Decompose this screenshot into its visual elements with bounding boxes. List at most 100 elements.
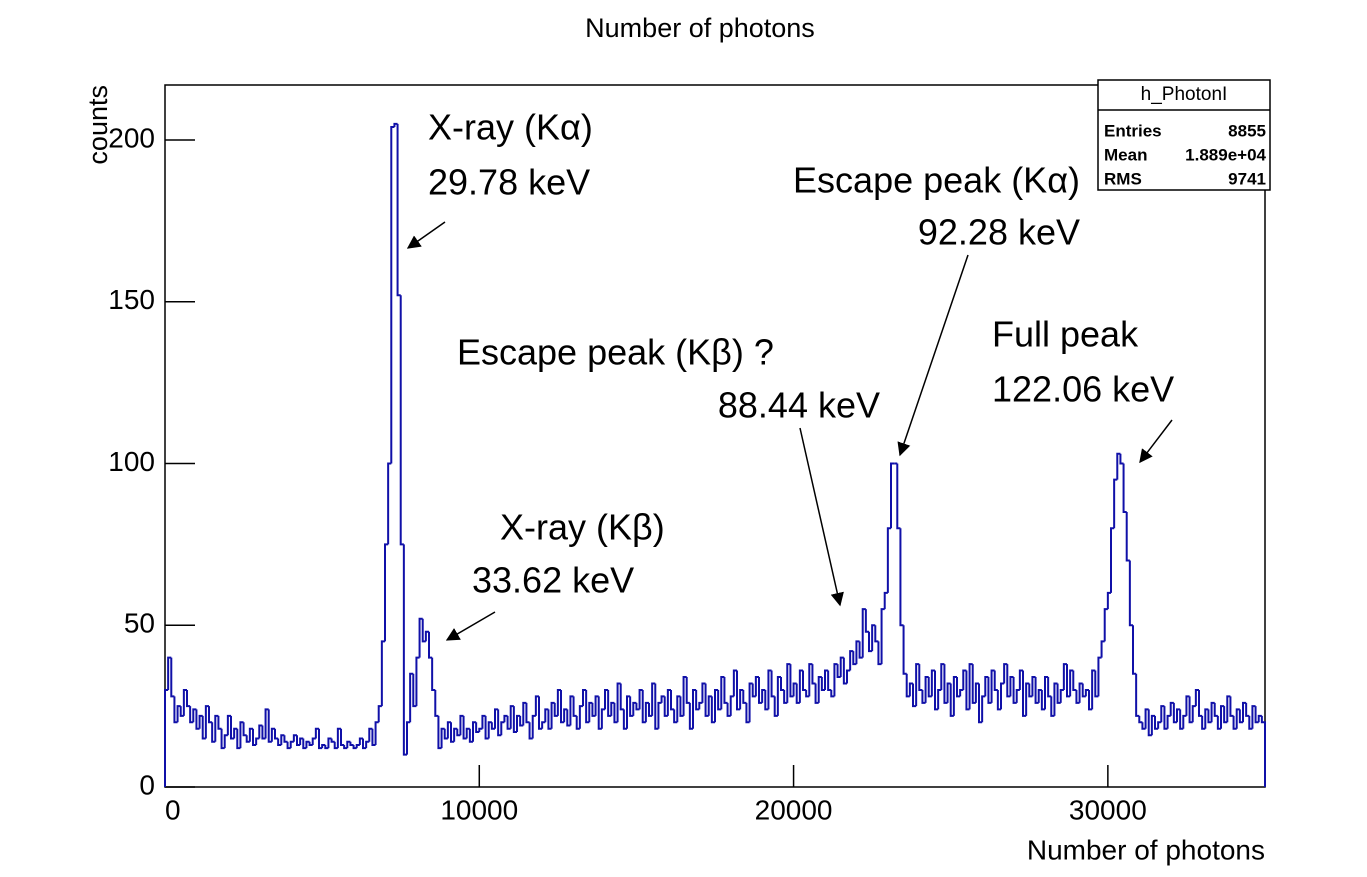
histogram-bin [380, 640, 385, 707]
histogram-bin [1037, 688, 1042, 703]
histogram-bin [927, 677, 932, 698]
histogram-bin [651, 682, 656, 716]
histogram-bin [780, 677, 785, 691]
histogram-bin [1201, 715, 1206, 730]
histogram-bin [550, 701, 555, 729]
histogram-bin [270, 727, 275, 742]
histogram-bin [644, 701, 649, 723]
histogram-bin [1245, 702, 1250, 717]
histogram-bin [186, 689, 191, 708]
histogram-bin [264, 708, 269, 739]
histogram-bin [1110, 527, 1115, 593]
histogram-bin [525, 702, 530, 724]
histogram-bin [412, 673, 417, 708]
stats-title: h_PhotonI [1141, 84, 1228, 105]
histogram-bin [1069, 669, 1074, 697]
y-tick-label: 0 [139, 769, 155, 800]
annotation-energy: 92.28 keV [918, 212, 1080, 253]
histogram-bin [754, 676, 759, 697]
histogram-bin [842, 657, 847, 685]
histogram-bin [220, 728, 225, 750]
histogram-bin [1009, 676, 1014, 697]
histogram-bin [336, 727, 341, 749]
x-axis-label: Number of photons [1027, 834, 1265, 865]
histogram-bin [886, 527, 891, 593]
histogram-bin [871, 624, 876, 652]
histogram-bin [374, 721, 379, 745]
histogram-bin [1031, 676, 1036, 697]
histogram-bin [943, 664, 948, 704]
histogram-bin [311, 737, 316, 745]
annotation-label: X-ray (Kβ) [500, 507, 665, 548]
histogram-bin [767, 669, 772, 710]
histogram-bin [1207, 709, 1212, 724]
histogram-bin [563, 708, 568, 723]
histogram-bin [758, 677, 763, 704]
histogram-bin [695, 689, 700, 711]
histogram-bin [783, 689, 788, 704]
histogram-bin [1000, 682, 1005, 710]
histogram-bin [795, 683, 800, 704]
histogram-bin [242, 722, 247, 737]
histogram-bin [516, 714, 521, 733]
histogram-bin [1100, 640, 1105, 658]
histogram-bin [343, 744, 348, 750]
annotation-label: X-ray (Kα) [428, 107, 593, 148]
histogram-bin [560, 689, 565, 724]
histogram-bin [233, 727, 238, 739]
histogram-bin [440, 727, 445, 749]
histogram-bin [167, 656, 172, 690]
histogram-bin [1213, 702, 1218, 717]
histogram-bin [286, 741, 291, 750]
histogram-bin [198, 714, 203, 729]
histogram-bin [500, 721, 505, 736]
histogram-bin [424, 630, 429, 642]
histogram-bin [773, 696, 778, 717]
histogram-bin [494, 708, 499, 729]
histogram-bin [1226, 695, 1231, 723]
histogram-bin [305, 740, 310, 749]
histogram-bin [1072, 670, 1077, 691]
histogram-bin [468, 728, 473, 743]
histogram-bin [223, 734, 228, 749]
histogram-bin [729, 695, 734, 716]
histogram-bin [1185, 695, 1190, 716]
histogram-bin [622, 709, 627, 730]
histogram-bin [1163, 706, 1168, 730]
histogram-bin [582, 688, 587, 707]
stats-value: 9741 [1228, 169, 1266, 188]
histogram-bin [638, 688, 643, 710]
histogram-bin [497, 709, 502, 737]
histogram-bin [616, 682, 621, 723]
histogram-bin [1248, 715, 1253, 730]
histogram-bin [519, 715, 524, 727]
histogram-bin [824, 669, 829, 690]
histogram-bin [1084, 688, 1089, 697]
histogram-bin [619, 683, 624, 711]
stats-value: 8855 [1228, 121, 1266, 140]
y-axis-label: counts [83, 85, 113, 165]
histogram-bin [830, 689, 835, 698]
histogram-bin [1254, 706, 1259, 724]
histogram-bin [1176, 708, 1181, 723]
histogram-bin [434, 689, 439, 717]
histogram-bin [1132, 625, 1137, 675]
histogram-bin [421, 618, 426, 643]
x-tick-label: 0 [165, 794, 181, 825]
histogram-bin [173, 696, 178, 724]
histogram-bin [252, 728, 257, 746]
histogram-bin [1144, 708, 1149, 729]
histogram-bin [1081, 683, 1086, 698]
histogram-bin [742, 689, 747, 704]
histogram-bin [274, 728, 279, 740]
histogram-bin [1157, 721, 1162, 729]
histogram-bin [390, 126, 395, 464]
histogram-bin [164, 688, 169, 787]
histogram-bin [362, 738, 367, 750]
histogram-bin [1047, 677, 1052, 698]
histogram-bin [993, 670, 998, 691]
histogram-bin [946, 682, 951, 703]
histogram-bin [868, 631, 873, 653]
histogram-bin [346, 740, 351, 749]
